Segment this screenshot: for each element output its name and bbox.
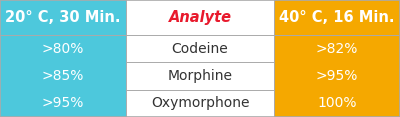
Text: 20° C, 30 Min.: 20° C, 30 Min. [5, 10, 121, 25]
Bar [126, 90, 274, 117]
Text: >85%: >85% [42, 69, 84, 83]
Text: Analyte: Analyte [168, 10, 232, 25]
Text: >95%: >95% [42, 96, 84, 110]
Text: Codeine: Codeine [172, 42, 228, 56]
Bar [0, 0, 126, 35]
Text: >95%: >95% [316, 69, 358, 83]
Text: Oxymorphone: Oxymorphone [151, 96, 249, 110]
Bar [274, 0, 400, 35]
Text: >82%: >82% [316, 42, 358, 56]
Bar [0, 62, 126, 90]
Bar [274, 90, 400, 117]
Text: Morphine: Morphine [168, 69, 232, 83]
Bar [126, 0, 274, 35]
Bar [0, 90, 126, 117]
Text: 100%: 100% [317, 96, 357, 110]
Text: >80%: >80% [42, 42, 84, 56]
Bar [274, 35, 400, 62]
Bar [126, 62, 274, 90]
Text: 40° C, 16 Min.: 40° C, 16 Min. [279, 10, 395, 25]
Bar [126, 35, 274, 62]
Bar [274, 62, 400, 90]
Bar [0, 35, 126, 62]
